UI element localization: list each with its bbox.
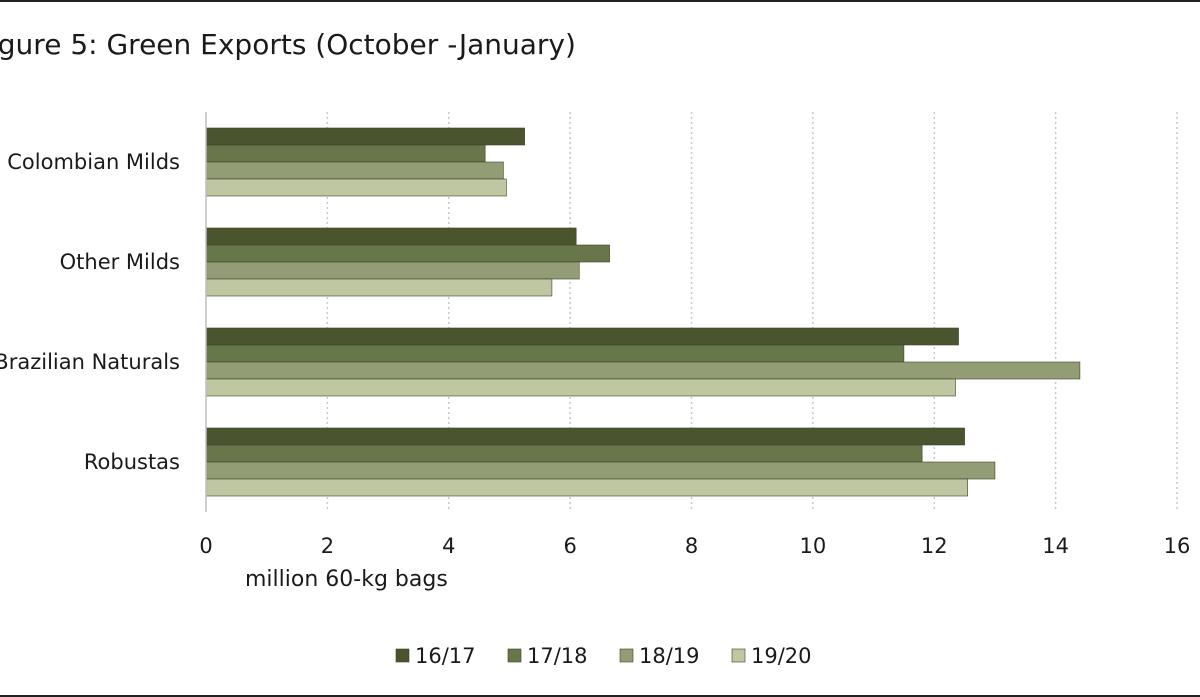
x-tick-label: 4 — [442, 534, 455, 558]
bar-brazilian-naturals-18-19 — [205, 361, 1081, 380]
bar-brazilian-naturals-17-18 — [205, 344, 905, 363]
legend-swatch — [507, 648, 522, 663]
bar-robustas-19-20 — [205, 478, 968, 497]
x-tick-label: 0 — [199, 534, 212, 558]
x-tick-label: 8 — [685, 534, 698, 558]
x-tick-label: 10 — [800, 534, 827, 558]
bar-robustas-17-18 — [205, 444, 923, 463]
bar-other-milds-17-18 — [205, 244, 610, 263]
legend-label: 18/19 — [639, 644, 700, 668]
x-tick-label: 2 — [321, 534, 334, 558]
bar-robustas-16-17 — [205, 427, 965, 446]
bar-robustas-18-19 — [205, 461, 996, 480]
x-tick-label: 12 — [921, 534, 948, 558]
bar-other-milds-16-17 — [205, 227, 577, 246]
bar-other-milds-19-20 — [205, 278, 553, 297]
legend-label: 16/17 — [415, 644, 476, 668]
category-label: Brazilian Naturals — [0, 350, 180, 374]
category-label: Robustas — [84, 450, 180, 474]
bar-brazilian-naturals-19-20 — [205, 378, 956, 397]
x-tick-label: 16 — [1164, 534, 1191, 558]
legend-label: 19/20 — [751, 644, 812, 668]
x-axis-title: million 60-kg bags — [245, 567, 448, 592]
bar-colombian-milds-18-19 — [205, 161, 504, 180]
legend-swatch — [395, 648, 410, 663]
bar-colombian-milds-16-17 — [205, 127, 525, 146]
bar-colombian-milds-17-18 — [205, 144, 486, 163]
legend: 16/17 17/18 18/19 19/20 — [395, 644, 812, 668]
bar-other-milds-18-19 — [205, 261, 580, 280]
category-label: Other Milds — [60, 250, 180, 274]
category-labels: Colombian Milds Other Milds Brazilian Natu… — [0, 150, 180, 474]
legend-swatch — [619, 648, 634, 663]
x-tick-label: 14 — [1042, 534, 1069, 558]
legend-label: 17/18 — [527, 644, 588, 668]
x-tick-label: 6 — [563, 534, 576, 558]
bar-brazilian-naturals-16-17 — [205, 327, 959, 346]
legend-swatch — [731, 648, 746, 663]
bars — [205, 127, 1081, 497]
bar-colombian-milds-19-20 — [205, 178, 507, 197]
category-label: Colombian Milds — [7, 150, 180, 174]
chart-title: igure 5: Green Exports (October -January… — [0, 28, 576, 61]
x-tick-labels: 0 2 4 6 8 10 12 14 16 — [199, 534, 1190, 558]
